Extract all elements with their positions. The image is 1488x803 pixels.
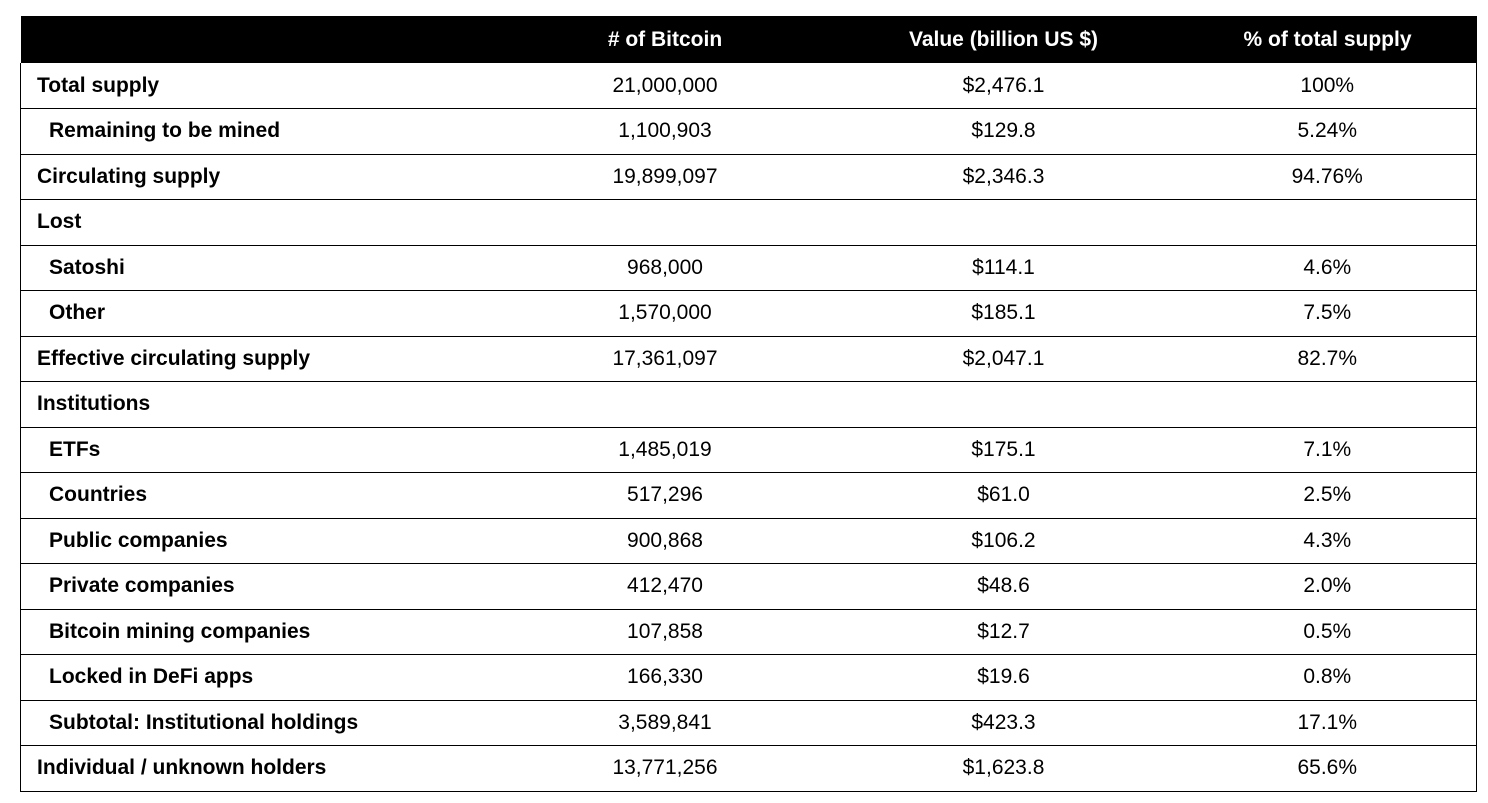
bitcoin-supply-table-container: # of Bitcoin Value (billion US $) % of t… bbox=[20, 16, 1478, 792]
value-cell: $129.8 bbox=[828, 108, 1179, 155]
bitcoin-count-cell: 1,570,000 bbox=[501, 290, 829, 337]
row-label: Locked in DeFi apps bbox=[20, 654, 502, 701]
row-label: Total supply bbox=[20, 63, 502, 109]
row-label: Public companies bbox=[20, 518, 502, 564]
percent-supply-cell: 5.24% bbox=[1178, 108, 1477, 155]
table-row: Total supply 21,000,000 $2,476.1 100% bbox=[20, 63, 1477, 109]
table-row: Private companies 412,470 $48.6 2.0% bbox=[20, 563, 1477, 610]
row-label: Private companies bbox=[20, 563, 502, 610]
value-cell: $12.7 bbox=[828, 609, 1179, 655]
percent-supply-cell bbox=[1178, 199, 1477, 246]
table-row: Institutions bbox=[20, 381, 1477, 428]
bitcoin-count-cell: 517,296 bbox=[501, 472, 829, 519]
percent-supply-cell: 82.7% bbox=[1178, 336, 1477, 382]
value-cell: $106.2 bbox=[828, 518, 1179, 564]
value-cell: $185.1 bbox=[828, 290, 1179, 337]
table-row: Lost bbox=[20, 199, 1477, 246]
table-header-row: # of Bitcoin Value (billion US $) % of t… bbox=[20, 16, 1477, 63]
row-label: Institutions bbox=[20, 381, 502, 428]
bitcoin-supply-table: # of Bitcoin Value (billion US $) % of t… bbox=[20, 16, 1477, 792]
row-label: Effective circulating supply bbox=[20, 336, 502, 382]
percent-supply-cell: 4.3% bbox=[1178, 518, 1477, 564]
table-row: Circulating supply 19,899,097 $2,346.3 94.7… bbox=[20, 154, 1477, 200]
row-label: Subtotal: Institutional holdings bbox=[20, 700, 502, 746]
bitcoin-count-cell: 3,589,841 bbox=[501, 700, 829, 746]
value-cell bbox=[828, 199, 1179, 246]
bitcoin-count-cell: 107,858 bbox=[501, 609, 829, 655]
table-row: Individual / unknown holders 13,771,256 $1… bbox=[20, 745, 1477, 792]
table-row: Public companies 900,868 $106.2 4.3% bbox=[20, 518, 1477, 564]
value-cell: $114.1 bbox=[828, 245, 1179, 291]
percent-supply-cell: 17.1% bbox=[1178, 700, 1477, 746]
bitcoin-count-cell: 19,899,097 bbox=[501, 154, 829, 200]
value-cell: $175.1 bbox=[828, 427, 1179, 473]
percent-supply-cell: 2.5% bbox=[1178, 472, 1477, 519]
percent-supply-cell: 100% bbox=[1178, 63, 1477, 109]
percent-supply-cell: 2.0% bbox=[1178, 563, 1477, 610]
percent-supply-cell: 7.5% bbox=[1178, 290, 1477, 337]
value-cell: $1,623.8 bbox=[828, 745, 1179, 792]
percent-supply-cell: 65.6% bbox=[1178, 745, 1477, 792]
bitcoin-count-cell: 968,000 bbox=[501, 245, 829, 291]
header-percent-supply: % of total supply bbox=[1243, 27, 1412, 51]
row-label: Circulating supply bbox=[20, 154, 502, 200]
value-cell bbox=[828, 381, 1179, 428]
row-label: ETFs bbox=[20, 427, 502, 473]
percent-supply-cell bbox=[1178, 381, 1477, 428]
percent-supply-cell: 0.8% bbox=[1178, 654, 1477, 701]
percent-supply-cell: 94.76% bbox=[1178, 154, 1477, 200]
table-row: ETFs 1,485,019 $175.1 7.1% bbox=[20, 427, 1477, 473]
value-cell: $423.3 bbox=[828, 700, 1179, 746]
percent-supply-cell: 7.1% bbox=[1178, 427, 1477, 473]
percent-supply-cell: 4.6% bbox=[1178, 245, 1477, 291]
table-row: Remaining to be mined 1,100,903 $129.8 5.24… bbox=[20, 108, 1477, 155]
table-row: Satoshi 968,000 $114.1 4.6% bbox=[20, 245, 1477, 291]
bitcoin-count-cell: 900,868 bbox=[501, 518, 829, 564]
bitcoin-count-cell: 412,470 bbox=[501, 563, 829, 610]
bitcoin-count-cell: 1,100,903 bbox=[501, 108, 829, 155]
bitcoin-count-cell bbox=[501, 199, 829, 246]
row-label: Remaining to be mined bbox=[20, 108, 502, 155]
header-bitcoin-count: # of Bitcoin bbox=[607, 27, 723, 51]
header-blank bbox=[21, 16, 502, 63]
bitcoin-count-cell: 17,361,097 bbox=[501, 336, 829, 382]
table-row: Locked in DeFi apps 166,330 $19.6 0.8% bbox=[20, 654, 1477, 701]
value-cell: $2,476.1 bbox=[828, 63, 1179, 109]
value-cell: $19.6 bbox=[828, 654, 1179, 701]
table-row: Effective circulating supply 17,361,097 $2… bbox=[20, 336, 1477, 382]
table-row: Bitcoin mining companies 107,858 $12.7 0.5% bbox=[20, 609, 1477, 655]
value-cell: $61.0 bbox=[828, 472, 1179, 519]
row-label: Lost bbox=[20, 199, 502, 246]
table-body: Total supply 21,000,000 $2,476.1 100% Remain… bbox=[20, 63, 1477, 792]
value-cell: $2,047.1 bbox=[828, 336, 1179, 382]
row-label: Countries bbox=[20, 472, 502, 519]
row-label: Other bbox=[20, 290, 502, 337]
header-value: Value (billion US $) bbox=[908, 27, 1099, 51]
bitcoin-count-cell: 21,000,000 bbox=[501, 63, 829, 109]
bitcoin-count-cell: 13,771,256 bbox=[501, 745, 829, 792]
row-label: Bitcoin mining companies bbox=[20, 609, 502, 655]
value-cell: $2,346.3 bbox=[828, 154, 1179, 200]
value-cell: $48.6 bbox=[828, 563, 1179, 610]
bitcoin-count-cell bbox=[501, 381, 829, 428]
table-row: Subtotal: Institutional holdings 3,589,84… bbox=[20, 700, 1477, 746]
table-row: Countries 517,296 $61.0 2.5% bbox=[20, 472, 1477, 519]
percent-supply-cell: 0.5% bbox=[1178, 609, 1477, 655]
bitcoin-count-cell: 1,485,019 bbox=[501, 427, 829, 473]
row-label: Satoshi bbox=[20, 245, 502, 291]
row-label: Individual / unknown holders bbox=[20, 745, 502, 792]
bitcoin-count-cell: 166,330 bbox=[501, 654, 829, 701]
table-row: Other 1,570,000 $185.1 7.5% bbox=[20, 290, 1477, 337]
